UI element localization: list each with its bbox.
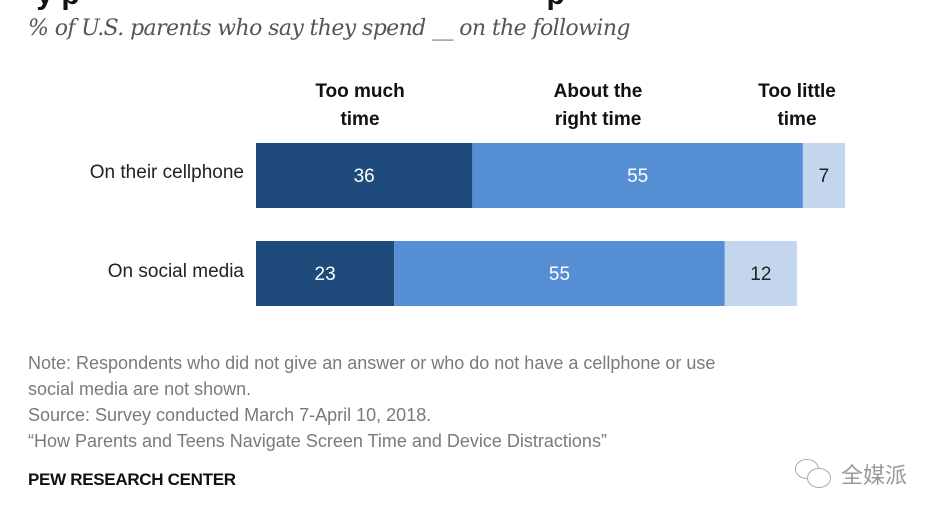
note-line-2: social media are not shown. bbox=[28, 379, 252, 399]
data-label-about-right-row-1: 55 bbox=[627, 166, 648, 187]
column-header-line: time bbox=[340, 109, 380, 130]
chart-notes: Note: Respondents who did not give an an… bbox=[28, 350, 848, 454]
bar-segment-about-right-row-1 bbox=[472, 143, 803, 208]
watermark: 全媒派 bbox=[795, 458, 907, 490]
column-header-too-much: Too much time bbox=[280, 78, 440, 134]
column-header-about-right: About the right time bbox=[518, 78, 678, 134]
chart-subtitle: % of U.S. parents who say they spend __ … bbox=[28, 16, 631, 41]
brand-logo-text: PEW RESEARCH CENTER bbox=[28, 470, 236, 489]
data-label-too-little-row-2: 12 bbox=[750, 264, 771, 285]
report-title-line: “How Parents and Teens Navigate Screen T… bbox=[28, 431, 607, 451]
column-header-line: About the bbox=[553, 81, 643, 102]
source-line: Source: Survey conducted March 7-April 1… bbox=[28, 405, 432, 425]
column-header-line: Too much bbox=[315, 81, 405, 102]
watermark-text: 全媒派 bbox=[841, 463, 908, 488]
column-header-line: Too little bbox=[758, 81, 836, 102]
data-label-too-much-row-2: 23 bbox=[315, 264, 336, 285]
bar-segment-too-little-row-2 bbox=[724, 241, 797, 306]
category-label-social-media: On social media bbox=[107, 261, 244, 282]
bar-segment-too-little-row-1 bbox=[802, 143, 845, 208]
category-label-cellphone: On their cellphone bbox=[89, 162, 244, 183]
bar-segment-too-much-row-1 bbox=[256, 143, 473, 208]
column-header-line: time bbox=[777, 109, 817, 130]
bar-segment-about-right-row-2 bbox=[394, 241, 725, 306]
column-header-line: right time bbox=[554, 109, 642, 130]
note-line-1: Note: Respondents who did not give an an… bbox=[28, 353, 716, 373]
data-label-about-right-row-2: 55 bbox=[549, 264, 570, 285]
data-label-too-much-row-1: 36 bbox=[354, 166, 375, 187]
bar-segment-too-much-row-2 bbox=[256, 241, 395, 306]
column-header-too-little: Too little time bbox=[717, 78, 877, 134]
chart-title-cropped: y p p bbox=[28, 0, 564, 12]
wechat-icon bbox=[795, 459, 833, 489]
data-label-too-little-row-1: 7 bbox=[819, 166, 830, 187]
